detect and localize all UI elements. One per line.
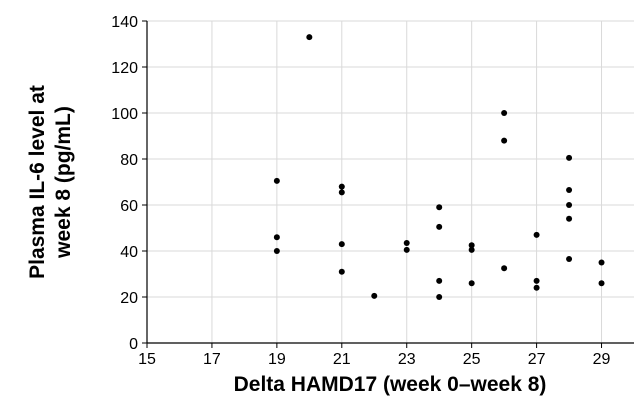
y-axis-title-line-2: week 8 (pg/mL) [52, 106, 75, 259]
x-tick-label: 19 [268, 351, 286, 368]
data-point [468, 280, 475, 287]
data-point [273, 234, 280, 241]
data-point [501, 110, 508, 116]
x-tick-label: 25 [463, 351, 481, 368]
data-point [436, 277, 443, 284]
data-point [468, 246, 475, 253]
data-point [306, 34, 313, 41]
data-point [338, 241, 345, 248]
data-point [436, 223, 443, 230]
data-point [566, 154, 573, 161]
data-point [436, 294, 443, 300]
data-point [403, 246, 410, 253]
data-point [501, 265, 508, 272]
data-point [598, 280, 605, 287]
axes [146, 21, 634, 344]
data-point [566, 256, 573, 263]
data-point [566, 187, 573, 194]
data-point [501, 137, 508, 144]
data-point [403, 239, 410, 246]
y-tick-label: 40 [120, 244, 138, 261]
y-tick-label: 0 [129, 336, 138, 353]
data-point [566, 215, 573, 222]
data-point [533, 284, 540, 291]
y-tick-label: 100 [111, 106, 138, 123]
data-point [533, 231, 540, 238]
x-tick-label: 27 [528, 351, 546, 368]
data-point [338, 268, 345, 275]
y-tick-label: 120 [111, 60, 138, 77]
y-tick-label: 60 [120, 198, 138, 215]
data-point [273, 177, 280, 184]
data-point [533, 277, 540, 284]
x-axis-title: Delta HAMD17 (week 0–week 8) [234, 373, 547, 396]
data-point [371, 292, 378, 299]
data-point [273, 248, 280, 254]
data-point [566, 202, 573, 208]
data-point [468, 242, 475, 249]
data-point [338, 189, 345, 196]
grid [147, 20, 634, 343]
x-tick-labels: 15 17 19 21 23 25 27 29 [138, 343, 611, 368]
y-tick-label: 140 [111, 14, 138, 31]
x-tick-label: 29 [593, 351, 611, 368]
data-point [436, 204, 443, 211]
y-tick-label: 80 [120, 152, 138, 169]
x-tick-label: 21 [333, 351, 351, 368]
x-tick-label: 15 [138, 351, 156, 368]
x-tick-label: 17 [203, 351, 221, 368]
y-axis-title-line-1: Plasma IL-6 level at [26, 85, 49, 279]
data-points [273, 34, 605, 300]
y-tick-label: 20 [120, 290, 138, 307]
x-tick-label: 23 [398, 351, 416, 368]
data-point [598, 259, 605, 266]
data-point [338, 183, 345, 190]
y-tick-labels: 0 20 40 60 80 100 120 140 [111, 14, 147, 353]
